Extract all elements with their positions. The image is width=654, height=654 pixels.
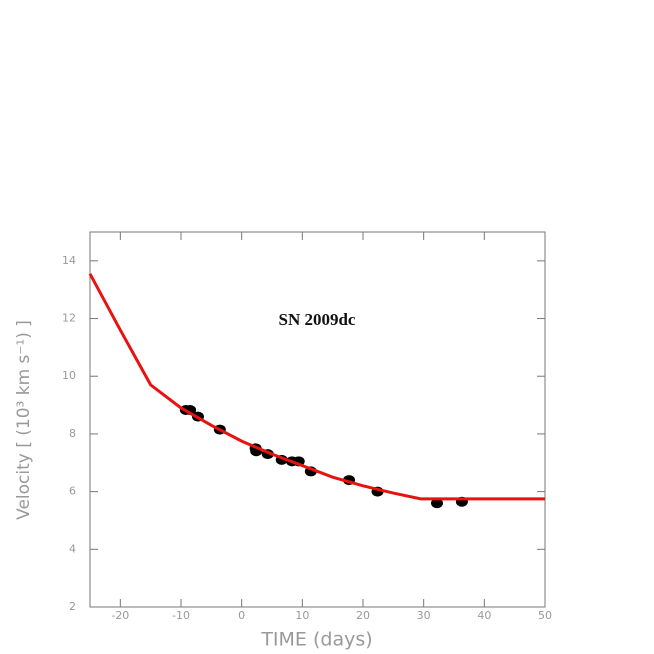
- x-tick-label: -10: [172, 609, 190, 622]
- x-tick-label: 40: [477, 609, 491, 622]
- annotation: SN 2009dc: [279, 310, 356, 329]
- x-tick-label: 30: [417, 609, 431, 622]
- y-axis-label: Velocity [ (10³ km s⁻¹) ]: [14, 320, 34, 520]
- plot-frame: [89, 231, 546, 608]
- y-tick-label: 12: [62, 312, 76, 325]
- x-tick-label: 50: [538, 609, 552, 622]
- x-axis-label: TIME (days): [260, 629, 372, 651]
- x-tick-label: 20: [356, 609, 370, 622]
- x-tick-label: -20: [111, 609, 129, 622]
- y-tick-label: 8: [69, 427, 76, 440]
- x-tick-label: 10: [295, 609, 309, 622]
- y-tick-label: 2: [69, 600, 76, 613]
- x-tick-label: 0: [238, 609, 245, 622]
- fit-line: [88, 273, 545, 501]
- y-tick-label: 10: [62, 369, 76, 382]
- y-tick-label: 14: [62, 254, 76, 267]
- data-point: [431, 498, 444, 509]
- y-tick-label: 6: [69, 485, 76, 498]
- y-tick-label: 4: [69, 542, 76, 555]
